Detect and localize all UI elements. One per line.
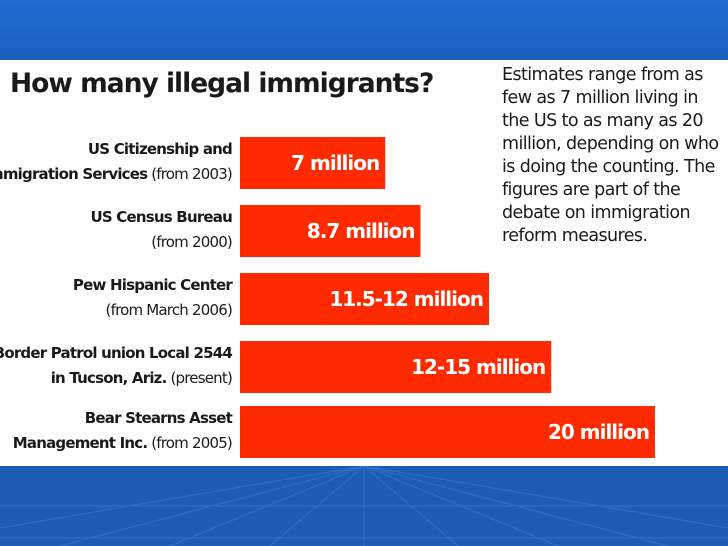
category-date: (present) bbox=[167, 369, 233, 387]
bar-value-label: 12-15 million bbox=[411, 355, 545, 379]
bar-value-label: 7 million bbox=[291, 151, 379, 175]
category-date: (from 2003) bbox=[147, 165, 232, 183]
bar-4 bbox=[240, 341, 552, 393]
bar-chart: 7 million US Citizenship and Immigration S… bbox=[0, 137, 655, 458]
category-label: Immigration Services (from 2003) bbox=[0, 165, 232, 183]
bar-2 bbox=[240, 205, 421, 257]
bar-3 bbox=[240, 273, 489, 325]
bar-value-label: 20 million bbox=[548, 420, 649, 444]
note-line: debate on immigration bbox=[502, 203, 691, 223]
note-line: figures are part of the bbox=[502, 180, 681, 200]
category-name: in Tucson, Ariz. bbox=[51, 369, 167, 387]
category-name: US Citizenship and bbox=[88, 140, 232, 158]
category-name: Management Inc. bbox=[13, 434, 148, 452]
note-line: reform measures. bbox=[502, 226, 648, 246]
category-name: Immigration Services bbox=[0, 165, 148, 183]
bar-value-label: 11.5-12 million bbox=[329, 287, 483, 311]
category-name: Bear Stearns Asset bbox=[85, 409, 233, 427]
category-date: (from 2000) bbox=[151, 233, 232, 251]
bar-value-label: 8.7 million bbox=[307, 219, 415, 243]
category-label: US Census Bureau bbox=[90, 208, 232, 226]
note-line: is doing the counting. The bbox=[502, 157, 715, 177]
category-name: US Census Bureau bbox=[90, 208, 232, 226]
category-date: (from 2005) bbox=[147, 434, 232, 452]
category-label: (from March 2006) bbox=[106, 301, 232, 319]
category-label: (from 2000) bbox=[151, 233, 232, 251]
chart-title: How many illegal immigrants? bbox=[10, 68, 434, 99]
category-label: Bear Stearns Asset bbox=[85, 409, 233, 427]
category-name: Pew Hispanic Center bbox=[73, 276, 233, 294]
bar-1 bbox=[240, 137, 386, 189]
bottom-blue-band bbox=[0, 466, 728, 546]
category-label: in Tucson, Ariz. (present) bbox=[51, 369, 232, 387]
top-blue-band bbox=[0, 0, 728, 60]
category-label: Management Inc. (from 2005) bbox=[13, 434, 232, 452]
note-line: Estimates range from as bbox=[502, 65, 703, 85]
bar-5 bbox=[240, 406, 655, 458]
note-line: the US to as many as 20 bbox=[502, 111, 704, 131]
category-name: US Border Patrol union Local 2544 bbox=[0, 344, 232, 362]
category-label: US Border Patrol union Local 2544 bbox=[0, 344, 232, 362]
estimates-note: Estimates range from as few as 7 million… bbox=[502, 64, 726, 248]
bottom-band-pattern bbox=[0, 466, 728, 546]
chart-slide: How many illegal immigrants? Estimates r… bbox=[0, 60, 728, 466]
category-date: (from March 2006) bbox=[106, 301, 232, 319]
note-line: few as 7 million living in bbox=[502, 88, 698, 108]
category-label: Pew Hispanic Center bbox=[73, 276, 233, 294]
category-label: US Citizenship and bbox=[88, 140, 232, 158]
note-line: million, depending on who bbox=[502, 134, 719, 154]
